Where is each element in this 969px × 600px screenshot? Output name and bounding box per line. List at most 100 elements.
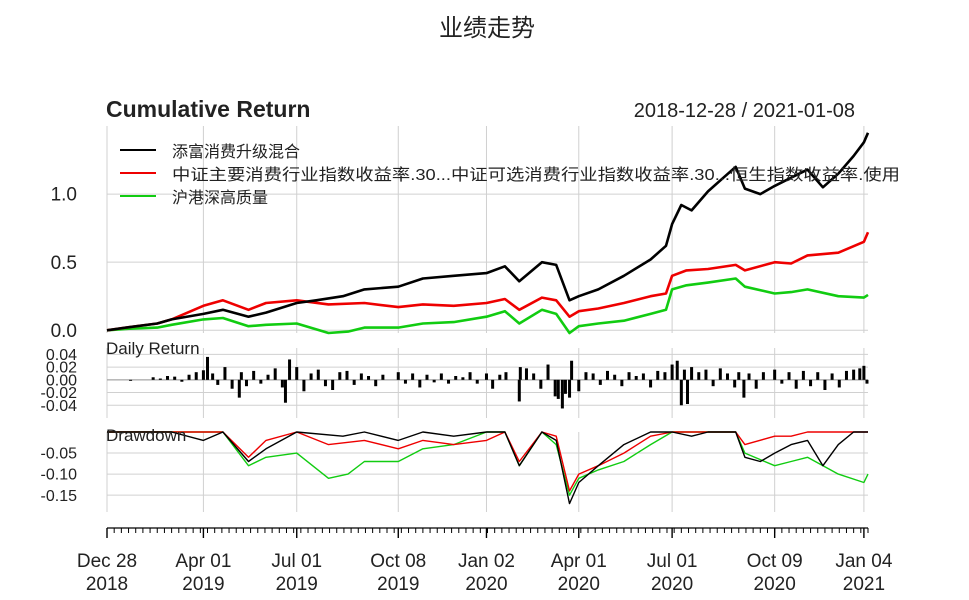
- daily-bar: [584, 372, 588, 380]
- daily-bar: [273, 368, 277, 380]
- daily-bar: [468, 372, 472, 380]
- daily-bar: [151, 377, 155, 380]
- x-tick-year-8: 2021: [843, 574, 885, 595]
- y-tick-label-2-1: -0.10: [41, 467, 78, 484]
- cumulative-line-1: [106, 231, 870, 332]
- drawdown-line-1: [107, 431, 868, 492]
- daily-bar: [447, 379, 451, 384]
- daily-bar: [266, 374, 270, 380]
- y-tick-label-0-1: 0.5: [51, 253, 77, 274]
- daily-bar: [725, 373, 729, 380]
- panel-title-cumulative: Cumulative Return: [106, 96, 310, 122]
- daily-bar: [381, 374, 385, 380]
- cumulative-line-0: [106, 132, 870, 332]
- daily-bar: [553, 379, 557, 397]
- legend-label-0: 添富消费升级混合: [172, 143, 300, 161]
- y-tick-label-0-2: 1.0: [51, 185, 77, 206]
- daily-bar: [396, 372, 400, 380]
- daily-bar: [411, 373, 415, 380]
- date-range: 2018-12-28 / 2021-01-08: [634, 100, 855, 122]
- daily-bar: [682, 369, 686, 380]
- drawdown-line-2: [107, 431, 869, 496]
- x-tick-year-3: 2019: [377, 574, 419, 595]
- daily-bar: [454, 376, 458, 380]
- daily-bar: [733, 379, 737, 388]
- x-tick-label-3: Oct 08: [370, 551, 426, 572]
- x-tick-label-8: Jan 04: [835, 551, 892, 572]
- daily-bar: [359, 373, 363, 380]
- daily-bar: [475, 379, 479, 384]
- daily-bar: [613, 374, 617, 380]
- daily-bar: [570, 360, 574, 380]
- daily-bar: [844, 370, 848, 380]
- daily-bar: [679, 379, 683, 406]
- x-tick-label-5: Apr 01: [551, 551, 607, 572]
- daily-bar: [518, 367, 522, 380]
- daily-bar: [187, 374, 191, 380]
- x-tick-label-7: Oct 09: [747, 551, 803, 572]
- daily-bar: [252, 370, 256, 380]
- daily-bar: [747, 373, 751, 380]
- daily-bar: [129, 379, 133, 381]
- daily-bar: [367, 376, 371, 380]
- y-tick-label-1-1: 0.02: [46, 360, 77, 377]
- legend-label-2: 沪港深高质量: [172, 189, 268, 207]
- daily-bar: [675, 360, 679, 380]
- daily-bar: [524, 368, 528, 380]
- daily-bar: [656, 370, 660, 380]
- x-tick-year-7: 2020: [754, 574, 796, 595]
- daily-bar: [295, 367, 299, 380]
- x-tick-year-2: 2019: [276, 574, 318, 595]
- daily-bar: [816, 372, 820, 380]
- daily-bar: [627, 372, 631, 380]
- daily-bar: [166, 376, 170, 380]
- daily-bar: [206, 356, 210, 380]
- daily-bar: [620, 379, 624, 387]
- daily-bar: [244, 379, 248, 387]
- daily-bar: [484, 373, 488, 380]
- legend: 添富消费升级混合 中证主要消费行业指数收益率.30...中证可选消费行业指数收益…: [120, 143, 900, 207]
- daily-bar: [761, 372, 765, 380]
- daily-bar: [309, 373, 313, 380]
- daily-bar: [532, 373, 536, 380]
- daily-bar: [704, 369, 708, 380]
- daily-bar: [852, 369, 856, 380]
- x-tick-label-2: Jul 01: [271, 551, 322, 572]
- daily-bar: [737, 372, 741, 380]
- x-tick-year-0: 2018: [86, 574, 128, 595]
- cumulative-line-2: [106, 277, 869, 335]
- y-tick-label-1-2: 0.00: [46, 372, 77, 389]
- daily-bar: [754, 379, 758, 389]
- daily-bar: [634, 376, 638, 380]
- x-tick-year-5: 2020: [558, 574, 600, 595]
- x-tick-year-1: 2019: [182, 574, 224, 595]
- daily-bar: [568, 379, 572, 398]
- daily-bar: [491, 379, 495, 389]
- daily-bar: [374, 379, 378, 387]
- daily-bar: [173, 376, 177, 380]
- daily-bar: [830, 373, 834, 380]
- daily-bar: [403, 379, 407, 384]
- daily-bar: [663, 372, 667, 380]
- daily-bar: [563, 379, 567, 394]
- daily-bar: [194, 372, 198, 380]
- daily-bar: [302, 379, 306, 392]
- y-tick-label-1-3: -0.02: [41, 385, 78, 402]
- panel-title-drawdown: Drawdown: [106, 426, 186, 445]
- daily-bar: [577, 379, 581, 392]
- daily-bar: [862, 365, 866, 380]
- chart-title: 业绩走势: [439, 15, 535, 42]
- daily-bar: [288, 359, 292, 380]
- daily-bar: [331, 379, 335, 390]
- daily-bar: [283, 379, 287, 403]
- daily-bar: [560, 379, 564, 409]
- daily-bar: [780, 379, 784, 384]
- daily-bar: [865, 379, 869, 384]
- daily-bar: [461, 377, 465, 380]
- daily-bar: [591, 373, 595, 380]
- x-tick-year-4: 2020: [465, 574, 507, 595]
- daily-bar: [670, 364, 674, 380]
- daily-bar: [773, 369, 777, 380]
- daily-bar: [711, 379, 715, 387]
- y-tick-label-1-4: -0.04: [41, 398, 78, 415]
